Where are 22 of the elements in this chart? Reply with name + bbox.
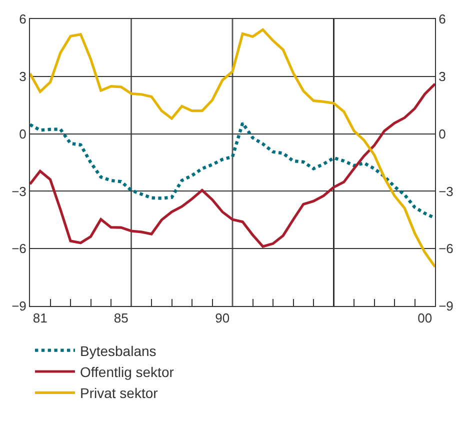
y-tick-label: 3 [19,68,26,84]
y-tick-label: 6 [19,12,26,27]
y-tick-label: −9 [12,298,26,314]
y2-tick-label: −3 [438,184,454,199]
x-tick-label: 90 [215,310,230,326]
legend-label: Privat sektor [80,385,158,402]
y2-tick-label: 6 [438,12,446,27]
x-tick-label: 85 [114,310,128,326]
line-series [30,28,435,268]
x-tick-label: 00 [418,310,432,326]
y-tick-label: −3 [12,184,26,199]
x-tick-label: 81 [32,310,48,326]
y-tick-label: 0 [19,126,26,142]
legend-label: Bytesbalans [80,342,156,359]
y2-tick-label: 3 [438,68,446,84]
y2-tick-label: −6 [438,241,454,256]
y2-tick-label: −9 [438,298,454,314]
line-series [30,121,435,220]
legend-label: Offentlig sektor [80,364,174,380]
y-tick-label: −6 [12,241,26,256]
y2-tick-label: 0 [438,126,446,142]
line-series [30,82,435,248]
